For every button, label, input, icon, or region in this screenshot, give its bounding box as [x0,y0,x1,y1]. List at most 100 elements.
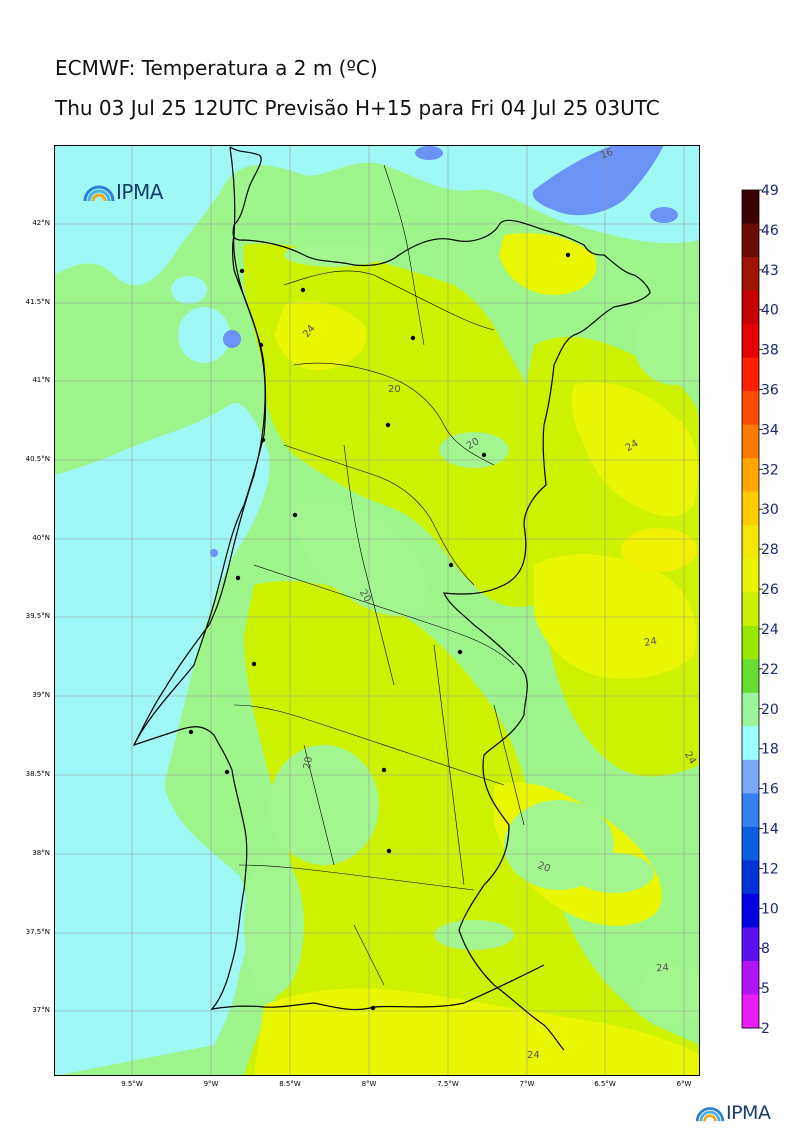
colorbar-swatch [742,826,759,861]
colorbar-label: 26 [761,582,779,598]
colorbar-swatch [742,491,759,526]
field-green-sw [244,855,304,995]
field-blue-small [210,549,218,557]
field-green-inland-4 [574,853,654,893]
lat-label: 39°N [32,691,50,699]
colorbar-swatch [742,324,759,359]
contour-label-20-n: 20 [388,384,401,395]
colorbar-swatch [742,625,759,660]
ipma-logo: IPMA [82,180,163,204]
contour-label-24-sse: 24 [656,962,670,974]
lat-label: 37.5°N [25,928,50,936]
colorbar-swatch [742,558,759,593]
field-green-south [269,745,379,865]
field-cyan-patch-2 [171,276,207,304]
colorbar-label: 20 [761,702,779,718]
forecast-subtitle: Thu 03 Jul 25 12UTC Previsão H+15 para F… [55,96,660,120]
coastline-west [133,146,266,746]
ipma-logo-footer: IPMA [694,1102,771,1124]
colorbar-swatch [742,860,759,895]
chart-title: ECMWF: Temperatura a 2 m (ºC) [55,56,378,80]
colorbar-swatch [742,759,759,794]
contour-label-24-se: 24 [643,636,657,649]
field-blue-ne [532,145,664,216]
colorbar-swatch [742,994,759,1029]
lat-label: 40.5°N [25,455,50,463]
field-yellow-north [274,301,367,371]
field-green-south-2 [434,920,514,950]
colorbar-swatch [742,190,759,225]
contour-label-16: 16 [599,147,615,162]
colorbar-swatch [742,290,759,325]
field-blue-ne2 [650,207,678,223]
lat-label: 37°N [32,1006,50,1014]
colorbar-frame [741,189,760,1029]
colorbar-label: 38 [761,343,779,359]
ipma-logo-text: IPMA [726,1102,771,1124]
lat-label: 41°N [32,376,50,384]
colorbar-label: 5 [761,981,770,997]
colorbar-label: 30 [761,502,779,518]
lon-label: 8°W [361,1080,377,1088]
colorbar-label: 28 [761,542,779,558]
field-ygreen-central [244,581,700,1076]
field-yellow-east2 [534,554,697,679]
contour-label-24-s: 24 [527,1050,540,1061]
colorbar-swatch [742,893,759,928]
lat-label: 40°N [32,534,50,542]
colorbar-label: 40 [761,303,779,319]
colorbar-swatch [742,793,759,828]
ipma-rainbow-icon [83,185,115,202]
lon-label: 9.5°W [121,1080,143,1088]
map-frame [54,145,700,1076]
colorbar-swatch [742,592,759,627]
colorbar-swatch [742,223,759,258]
colorbar-label: 10 [761,901,779,917]
lon-label: 9°W [203,1080,219,1088]
contour-label-20-se: 20 [536,860,552,875]
colorbar-label: 12 [761,861,779,877]
field-blue-north [415,146,443,160]
lat-label: 41.5°N [25,298,50,306]
field-green-n2 [284,243,384,267]
colorbar-label: 16 [761,782,779,798]
colorbar-label: 43 [761,263,779,279]
field-cyan-ocean-south [54,705,166,1005]
field-yellow-ne [499,233,597,295]
field-cyan-patch [178,307,230,363]
colorbar-label: 49 [761,183,779,199]
colorbar-swatch [742,458,759,493]
colorbar-label: 14 [761,821,779,837]
lon-label: 6.5°W [594,1080,616,1088]
ipma-rainbow-icon [695,1107,725,1122]
colorbar-label: 22 [761,662,779,678]
colorbar-swatch [742,257,759,292]
colorbar-swatch [742,659,759,694]
colorbar-swatch [742,525,759,560]
colorbar-swatch [742,960,759,995]
colorbar-label: 34 [761,422,779,438]
district-borders [233,164,525,986]
lon-label: 7.5°W [437,1080,459,1088]
field-green-inland-2 [439,432,509,468]
colorbar-swatch [742,726,759,761]
lon-label: 6°W [676,1080,692,1088]
colorbar-swatch [742,692,759,727]
lon-label: 8.5°W [279,1080,301,1088]
city-dots [188,252,571,1011]
colorbar-labels: 49 46 43 40 38 36 34 32 30 28 26 24 22 20 18 16 14 12 10 8 5… [759,183,779,1037]
colorbar: 49 46 43 40 38 36 34 32 30 28 26 24 22 20 18 16 14 12 10 8 5… [741,183,779,1037]
colorbar-swatch [742,424,759,459]
contour-label-20-s: 20 [302,756,315,770]
colorbar-swatch [742,927,759,962]
portugal-border [132,146,651,1051]
field-yellow-south [254,988,700,1076]
lat-label: 38°N [32,849,50,857]
ipma-logo-text: IPMA [116,180,163,204]
lat-label: 39.5°N [25,612,50,620]
colorbar-label: 46 [761,223,779,239]
colorbar-label: 32 [761,462,779,478]
temperature-map: 16 24 20 20 24 20 24 20 24 20 24 24 [54,145,700,1076]
colorbar-label: 24 [761,622,779,638]
colorbar-label: 18 [761,742,779,758]
